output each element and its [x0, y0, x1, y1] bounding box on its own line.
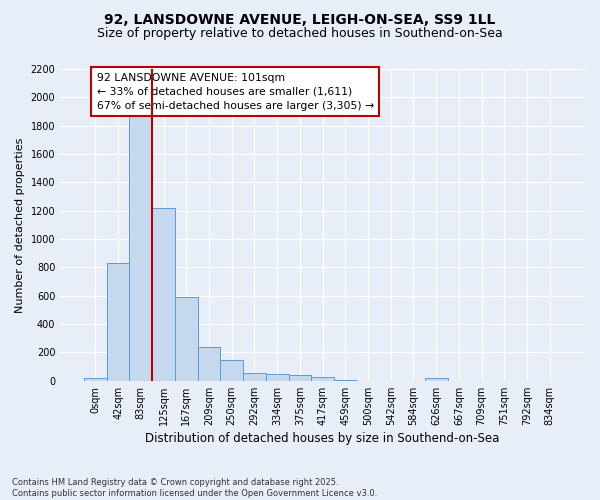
Bar — [311, 378, 334, 381]
Text: 92, LANSDOWNE AVENUE, LEIGH-ON-SEA, SS9 1LL: 92, LANSDOWNE AVENUE, LEIGH-ON-SEA, SS9 … — [104, 12, 496, 26]
X-axis label: Distribution of detached houses by size in Southend-on-Sea: Distribution of detached houses by size … — [145, 432, 500, 445]
Bar — [130, 112, 152, 381]
Bar — [289, 375, 311, 381]
Text: Contains HM Land Registry data © Crown copyright and database right 2025.
Contai: Contains HM Land Registry data © Crown c… — [12, 478, 377, 498]
Bar — [197, 347, 220, 381]
Bar — [425, 378, 448, 381]
Bar — [84, 378, 107, 381]
Bar — [175, 297, 197, 381]
Bar — [152, 208, 175, 381]
Bar — [334, 380, 356, 381]
Bar — [243, 373, 266, 381]
Text: 92 LANSDOWNE AVENUE: 101sqm
← 33% of detached houses are smaller (1,611)
67% of : 92 LANSDOWNE AVENUE: 101sqm ← 33% of det… — [97, 72, 374, 110]
Bar — [220, 360, 243, 381]
Bar — [107, 263, 130, 381]
Y-axis label: Number of detached properties: Number of detached properties — [15, 137, 25, 312]
Text: Size of property relative to detached houses in Southend-on-Sea: Size of property relative to detached ho… — [97, 28, 503, 40]
Bar — [266, 374, 289, 381]
